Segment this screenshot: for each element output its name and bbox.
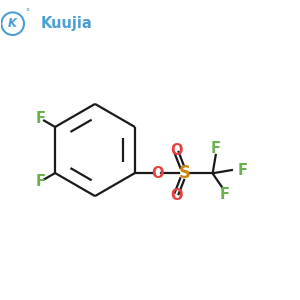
Text: O: O — [170, 143, 182, 158]
Text: O: O — [170, 188, 182, 203]
Text: F: F — [220, 187, 230, 202]
Text: F: F — [238, 163, 248, 178]
Text: K: K — [8, 17, 17, 30]
Text: F: F — [36, 111, 46, 126]
Text: °: ° — [25, 8, 29, 17]
Text: F: F — [211, 142, 221, 157]
Text: O: O — [151, 166, 164, 181]
Text: Kuujia: Kuujia — [40, 16, 92, 31]
Text: F: F — [36, 174, 46, 189]
Text: S: S — [178, 164, 190, 182]
